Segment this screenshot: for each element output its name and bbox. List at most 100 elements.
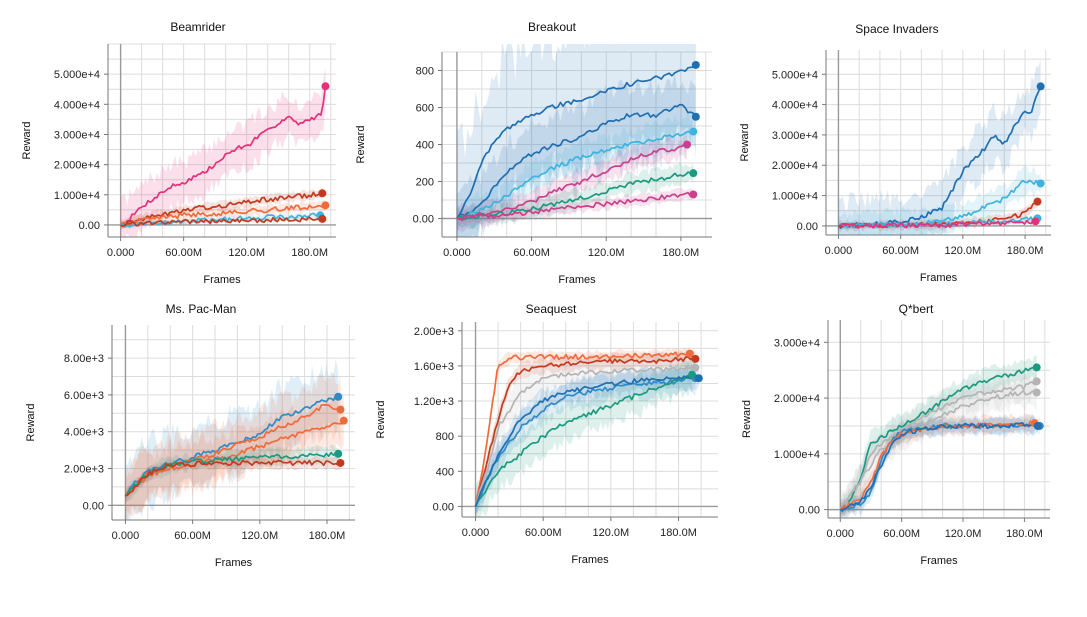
series-line xyxy=(456,171,694,221)
series-line xyxy=(474,375,696,507)
x-axis-label: Frames xyxy=(571,554,609,566)
series-group xyxy=(119,68,327,237)
series-line xyxy=(124,394,339,497)
series-line xyxy=(120,86,327,226)
series-endpoint xyxy=(321,82,330,91)
y-tick-label: 3.000e+4 xyxy=(54,129,100,141)
series-endpoint xyxy=(691,363,700,372)
series-endpoint xyxy=(1031,217,1040,226)
x-tick-label: 0.000 xyxy=(827,528,855,540)
series-group xyxy=(456,44,697,237)
series-line xyxy=(456,103,697,220)
x-axis-label: Frames xyxy=(203,274,241,286)
chart-title: Ms. Pac-Man xyxy=(166,302,237,316)
y-tick-label: 2.00e+3 xyxy=(414,326,454,338)
series-line xyxy=(839,422,1041,513)
series-line xyxy=(456,64,697,219)
y-tick-label: 3.000e+4 xyxy=(774,337,820,349)
series-endpoint xyxy=(339,416,348,425)
series-line xyxy=(456,143,688,221)
x-tick-label: 60.00M xyxy=(882,245,919,257)
series-line xyxy=(840,421,1038,511)
y-tick-label: 2.000e+4 xyxy=(54,160,100,172)
x-tick-label: 120.0M xyxy=(228,247,265,259)
chart-panel: Q*bert 0.000 60.00M 120.0M 180.0M 0.00 1.000e+… xyxy=(741,302,1050,567)
series-line xyxy=(474,366,696,507)
series-line xyxy=(474,375,700,507)
x-tick-label: 60.00M xyxy=(883,528,920,540)
series-line xyxy=(124,420,345,497)
y-tick-label: 2.000e+4 xyxy=(774,393,820,405)
x-tick-label: 60.00M xyxy=(525,527,562,539)
series-band xyxy=(838,164,1041,235)
x-tick-label: 120.0M xyxy=(945,245,982,257)
y-axis-label: Reward xyxy=(741,400,753,438)
series-endpoint xyxy=(321,201,330,210)
series-band xyxy=(840,366,1037,518)
x-tick-label: 180.0M xyxy=(309,530,346,542)
series-line xyxy=(839,390,1037,511)
series-endpoint xyxy=(1036,179,1045,188)
y-tick-label: 8.00e+3 xyxy=(64,353,104,365)
series-line xyxy=(119,204,327,227)
chart-title: Beamrider xyxy=(170,20,225,34)
series-band xyxy=(456,112,694,237)
series-band xyxy=(456,187,694,226)
series-endpoint xyxy=(1033,197,1042,206)
series-endpoint xyxy=(1032,388,1041,397)
x-axis-label: Frames xyxy=(920,555,958,567)
y-tick-label: 0.00 xyxy=(413,214,434,226)
y-axis-label: Reward xyxy=(25,404,37,442)
x-tick-label: 0.000 xyxy=(112,530,140,542)
series-endpoint xyxy=(1032,363,1041,372)
series-line xyxy=(456,191,694,222)
series-endpoint xyxy=(318,214,327,223)
series-band xyxy=(125,358,339,520)
x-tick-label: 0.000 xyxy=(107,247,135,259)
x-tick-label: 180.0M xyxy=(1007,245,1044,257)
y-tick-label: 800 xyxy=(416,66,434,78)
series-line xyxy=(120,216,323,228)
series-endpoint xyxy=(689,127,698,136)
x-tick-label: 180.0M xyxy=(663,247,700,259)
x-tick-label: 120.0M xyxy=(241,530,278,542)
series-band xyxy=(475,364,699,515)
x-tick-label: 120.0M xyxy=(593,527,630,539)
y-axis-label: Reward xyxy=(375,401,387,439)
y-tick-label: 1.000e+4 xyxy=(774,449,820,461)
series-endpoint xyxy=(334,392,343,401)
y-tick-label: 200 xyxy=(416,177,434,189)
x-tick-label: 180.0M xyxy=(660,527,697,539)
series-endpoint xyxy=(691,354,700,363)
series-endpoint xyxy=(1033,421,1042,430)
series-band xyxy=(456,129,688,233)
y-tick-label: 4.000e+4 xyxy=(54,99,100,111)
series-band xyxy=(475,356,693,517)
y-tick-label: 400 xyxy=(416,140,434,152)
series-line xyxy=(839,380,1038,511)
y-tick-label: 3.000e+4 xyxy=(772,130,818,142)
series-endpoint xyxy=(691,112,700,121)
series-group xyxy=(124,358,345,520)
y-tick-label: 800 xyxy=(436,431,454,443)
chart-panel: Ms. Pac-Man 0.000 60.00M 120.0M 180.0M 0.00 2.… xyxy=(25,302,355,569)
x-tick-label: 120.0M xyxy=(588,247,625,259)
series-endpoint xyxy=(685,349,694,358)
series-line xyxy=(839,420,1036,511)
series-band xyxy=(840,373,1037,518)
series-endpoint xyxy=(1032,377,1041,386)
series-line xyxy=(474,373,693,507)
y-tick-label: 0.00 xyxy=(799,505,820,517)
x-tick-label: 0.000 xyxy=(825,245,853,257)
y-tick-label: 0.00 xyxy=(83,500,104,512)
chart-title: Q*bert xyxy=(899,302,934,316)
series-endpoint xyxy=(336,405,345,414)
series-band xyxy=(840,414,1040,518)
x-tick-label: 0.000 xyxy=(462,527,490,539)
series-line xyxy=(840,366,1037,511)
y-tick-label: 600 xyxy=(416,103,434,115)
y-tick-label: 400 xyxy=(436,466,454,478)
series-band xyxy=(475,349,696,517)
series-endpoint xyxy=(688,370,697,379)
series-endpoint xyxy=(689,169,698,178)
